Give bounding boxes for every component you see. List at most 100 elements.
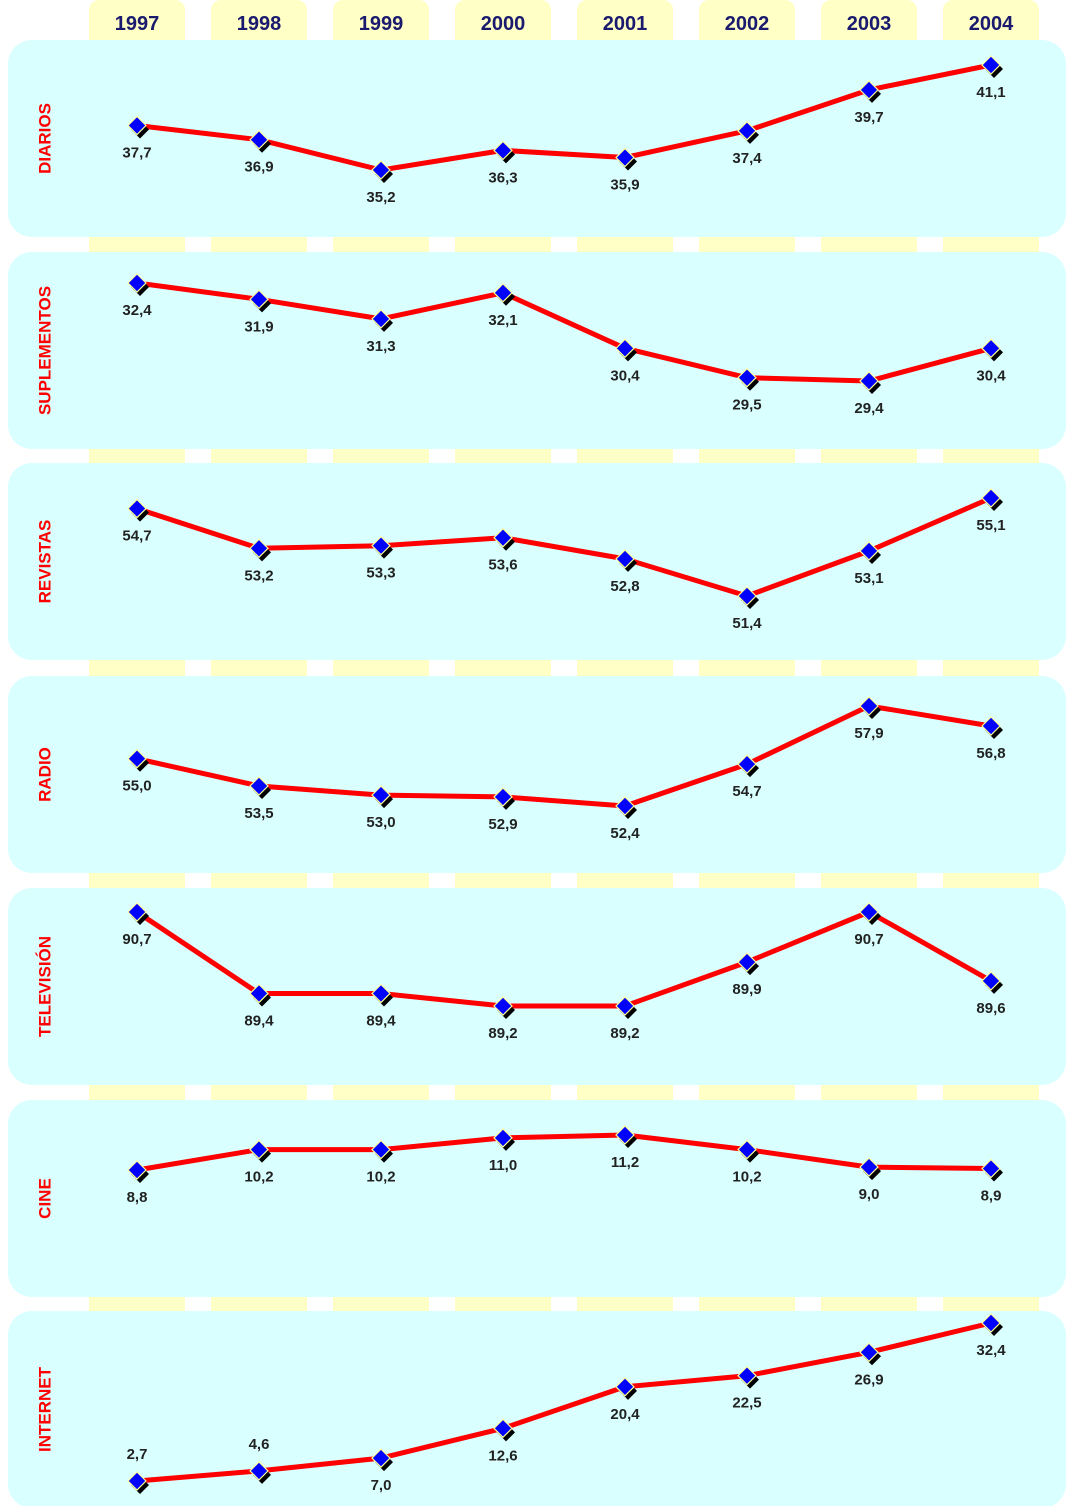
data-point-marker [493,140,513,161]
data-label: 30,4 [610,367,640,384]
panel-background [8,888,1066,1085]
data-label: 41,1 [976,84,1005,101]
series-line [136,703,992,809]
data-point-marker [737,1139,757,1160]
data-label: 37,7 [122,145,151,162]
data-point-marker [981,1158,1001,1179]
data-point-marker [127,115,147,136]
data-label: 56,8 [976,745,1005,762]
year-header: 1997 1998 1999 2000 2001 2002 2003 2004 [115,13,1014,35]
panel-revistas: REVISTAS 54,7 53,2 53,3 53,6 52,8 51,4 53,1 55,1 [8,463,1066,660]
data-point-marker [981,55,1001,75]
series-line [136,1320,992,1484]
panel-internet: INTERNET 2,7 4,6 7,0 12,6 20,4 22,5 26,9 32,4 [8,1311,1066,1506]
data-point-marker [249,289,269,310]
data-label: 55,1 [976,517,1005,534]
data-label: 90,7 [122,931,151,948]
data-label: 54,7 [732,783,761,800]
data-label: 53,2 [244,567,273,584]
data-point-marker [249,983,269,1004]
data-point-marker [859,541,879,561]
data-point-marker [127,1471,147,1491]
data-label: 7,0 [371,1477,392,1494]
data-point-marker [981,488,1001,508]
data-label: 11,2 [611,1154,639,1171]
year-label: 2004 [969,13,1014,35]
series-line [136,1132,992,1173]
data-label: 54,7 [122,528,151,545]
data-label: 89,6 [976,1000,1005,1017]
data-point-marker [493,1418,513,1439]
data-point-marker [737,754,757,775]
data-label: 53,0 [366,814,395,831]
data-point-marker [493,1128,513,1148]
year-label: 1999 [359,13,404,35]
data-point-marker [859,1342,879,1363]
data-label: 29,4 [854,400,884,417]
data-label: 89,2 [610,1025,639,1042]
data-point-marker [127,498,147,519]
panel-background [8,1311,1066,1506]
data-point-marker [371,535,391,556]
data-point-marker [371,1139,391,1160]
data-point-marker [737,586,757,606]
data-label: 2,7 [127,1446,148,1463]
data-label: 53,5 [244,805,273,822]
data-point-marker [737,367,757,388]
data-point-marker [615,796,635,816]
panel-televisin: TELEVISIÓN 90,7 89,4 89,4 89,2 89,2 89,9 90,7 89… [8,888,1066,1085]
year-label: 2003 [847,13,892,35]
series-label: DIARIOS [35,103,54,174]
series-line [136,62,992,173]
data-label: 53,6 [488,557,517,574]
data-label: 8,9 [981,1188,1002,1205]
series-line [136,495,992,599]
data-label: 31,9 [244,318,273,335]
data-label: 31,3 [366,338,395,355]
data-label: 8,8 [127,1189,148,1206]
data-label: 10,2 [244,1169,273,1186]
data-label: 10,2 [366,1169,395,1186]
data-point-marker [371,309,391,329]
data-label: 89,4 [366,1012,396,1029]
data-label: 53,3 [366,565,395,582]
data-point-marker [249,538,269,559]
data-label: 37,4 [732,150,762,167]
data-label: 30,4 [976,367,1006,384]
series-label: TELEVISIÓN [35,936,54,1037]
data-point-marker [493,996,513,1016]
series-label: REVISTAS [35,520,54,604]
data-point-marker [493,282,513,303]
data-point-marker [981,716,1001,736]
data-point-marker [371,983,391,1004]
data-label: 4,6 [249,1436,270,1453]
series-label: CINE [35,1178,54,1219]
data-label: 10,2 [732,1169,761,1186]
data-label: 36,9 [244,159,273,176]
data-point-marker [737,952,757,972]
series-line [136,280,992,384]
data-point-marker [737,1365,757,1386]
data-label: 52,9 [488,816,517,833]
panel-background [8,1100,1066,1297]
data-point-marker [859,902,879,922]
data-point-marker [859,1157,879,1177]
data-point-marker [127,902,147,922]
year-label: 2001 [603,13,648,35]
data-label: 57,9 [854,725,883,742]
panel-cine: CINE 8,8 10,2 10,2 11,0 11,2 10,2 9,0 8,9 [8,1100,1066,1297]
series-label: RADIO [35,747,54,802]
data-point-marker [859,696,879,716]
data-label: 11,0 [489,1157,517,1174]
data-point-marker [371,1448,391,1468]
data-point-marker [371,160,391,180]
data-point-marker [859,80,879,100]
data-label: 29,5 [732,397,761,414]
panel-background [8,252,1066,449]
data-label: 9,0 [859,1186,880,1203]
data-point-marker [615,1376,635,1397]
data-label: 39,7 [854,109,883,126]
data-label: 52,8 [610,578,639,595]
